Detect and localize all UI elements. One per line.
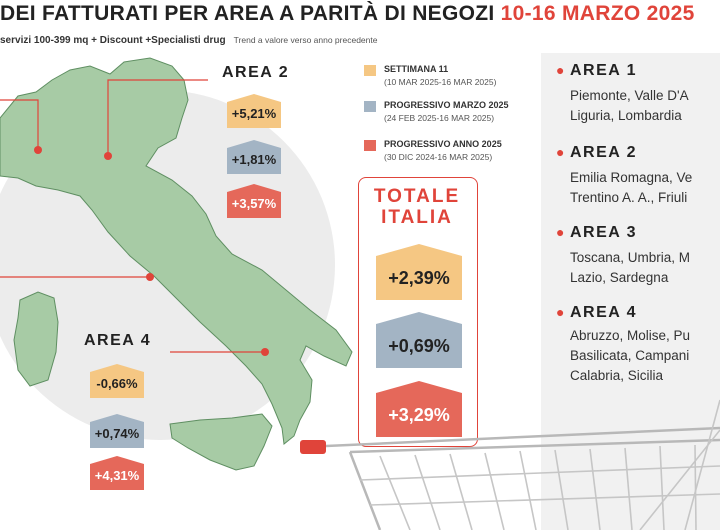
italy-mainland-shape: [0, 57, 353, 445]
totale-title-line2: ITALIA: [381, 207, 453, 228]
area2-marzo-badge: +1,81%: [227, 140, 281, 174]
subtitle-text: servizi 100-399 mq + Discount +Specialis…: [0, 35, 226, 46]
totale-marzo-value: +0,69%: [388, 336, 450, 356]
subtitle-note: Trend a valore verso anno precedente: [233, 35, 378, 45]
panel-area3-label: AREA 3: [569, 224, 638, 241]
title-main: DEI FATTURATI PER AREA A PARITÀ DI NEGOZ…: [0, 2, 495, 25]
legend-marzo-range: (24 FEB 2025-16 MAR 2025): [384, 113, 495, 123]
bullet-icon: ●: [556, 144, 566, 160]
totale-anno-value: +3,29%: [388, 405, 450, 425]
totale-italia-title: TOTALE ITALIA: [358, 186, 476, 228]
area-leader-lines: [0, 79, 265, 353]
area2-anno-value: +3,57%: [231, 196, 277, 211]
totale-settimana-badge: +2,39%: [376, 244, 462, 300]
totale-settimana-value: +2,39%: [388, 268, 450, 288]
legend-anno-range: (30 DIC 2024-16 MAR 2025): [384, 152, 493, 162]
legend-marzo-swatch: [364, 101, 376, 112]
panel-area3-line1: Toscana, Umbria, M: [570, 250, 691, 265]
panel-area4-line3: Calabria, Sicilia: [570, 368, 664, 383]
subtitle: servizi 100-399 mq + Discount +Specialis…: [0, 35, 377, 46]
panel-area2-heading: ● AREA 2: [556, 144, 637, 162]
panel-area3-heading: ● AREA 3: [556, 224, 637, 242]
legend-settimana-swatch: [364, 65, 376, 76]
areas-legend-panel: [541, 53, 720, 530]
legend-settimana-title: SETTIMANA 11: [384, 64, 449, 74]
area4-settimana-badge: -0,66%: [90, 364, 144, 398]
areas-legend-content: ● AREA 1 Piemonte, Valle D'A Liguria, Lom…: [556, 62, 720, 392]
panel-area2-label: AREA 2: [569, 144, 638, 161]
area4-marzo-badge: +0,74%: [90, 414, 144, 448]
sicily-shape: [169, 413, 273, 471]
shopping-cart-illustration: [300, 399, 720, 530]
panel-area4-heading: ● AREA 4: [556, 304, 637, 322]
area2-anno-badge: +3,57%: [227, 184, 281, 218]
bullet-icon: ●: [556, 304, 566, 320]
title-dates: 10-16 MARZO 2025: [500, 2, 695, 25]
cart-frame: [325, 426, 720, 530]
panel-area1-heading: ● AREA 1: [556, 62, 637, 80]
panel-area2-line1: Emilia Romagna, Ve: [570, 170, 693, 185]
area-markers: [34, 146, 269, 356]
area2-settimana-value: +5,21%: [231, 106, 277, 121]
totale-anno-badge: +3,29%: [376, 381, 462, 437]
panel-area4-label: AREA 4: [569, 304, 638, 321]
totale-title-line1: TOTALE: [373, 186, 461, 207]
page-title: DEI FATTURATI PER AREA A PARITÀ DI NEGOZ…: [0, 2, 695, 26]
legend-settimana-range: (10 MAR 2025-16 MAR 2025): [384, 77, 497, 87]
area2-label: AREA 2: [222, 64, 290, 81]
bullet-icon: ●: [556, 62, 566, 78]
legend-marzo-title: PROGRESSIVO MARZO 2025: [384, 100, 509, 110]
legend-anno-swatch: [364, 140, 376, 151]
area2-settimana-badge: +5,21%: [227, 94, 281, 128]
panel-area4-line1: Abruzzo, Molise, Pu: [570, 328, 691, 343]
bullet-icon: ●: [556, 224, 566, 240]
area4-anno-badge: +4,31%: [90, 456, 144, 490]
panel-area2-line2: Trentino A. A., Friuli: [570, 190, 688, 205]
area4-anno-value: +4,31%: [94, 468, 140, 483]
area4-settimana-value: -0,66%: [96, 376, 138, 391]
cart-handle-icon: [300, 440, 326, 454]
area2-marzo-value: +1,81%: [231, 152, 277, 167]
panel-area4-line2: Basilicata, Campani: [570, 348, 690, 363]
panel-area1-label: AREA 1: [569, 62, 638, 79]
cart-basket-wires: [359, 399, 720, 530]
sardinia-shape: [13, 291, 59, 387]
panel-area1-line2: Liguria, Lombardia: [570, 108, 682, 123]
italy-map: [0, 57, 353, 471]
area4-marzo-value: +0,74%: [94, 426, 140, 441]
legend-anno-title: PROGRESSIVO ANNO 2025: [384, 139, 502, 149]
area4-label: AREA 4: [84, 332, 152, 349]
panel-area3-line2: Lazio, Sardegna: [570, 270, 669, 285]
totale-marzo-badge: +0,69%: [376, 312, 462, 368]
panel-area1-line1: Piemonte, Valle D'A: [570, 88, 689, 103]
